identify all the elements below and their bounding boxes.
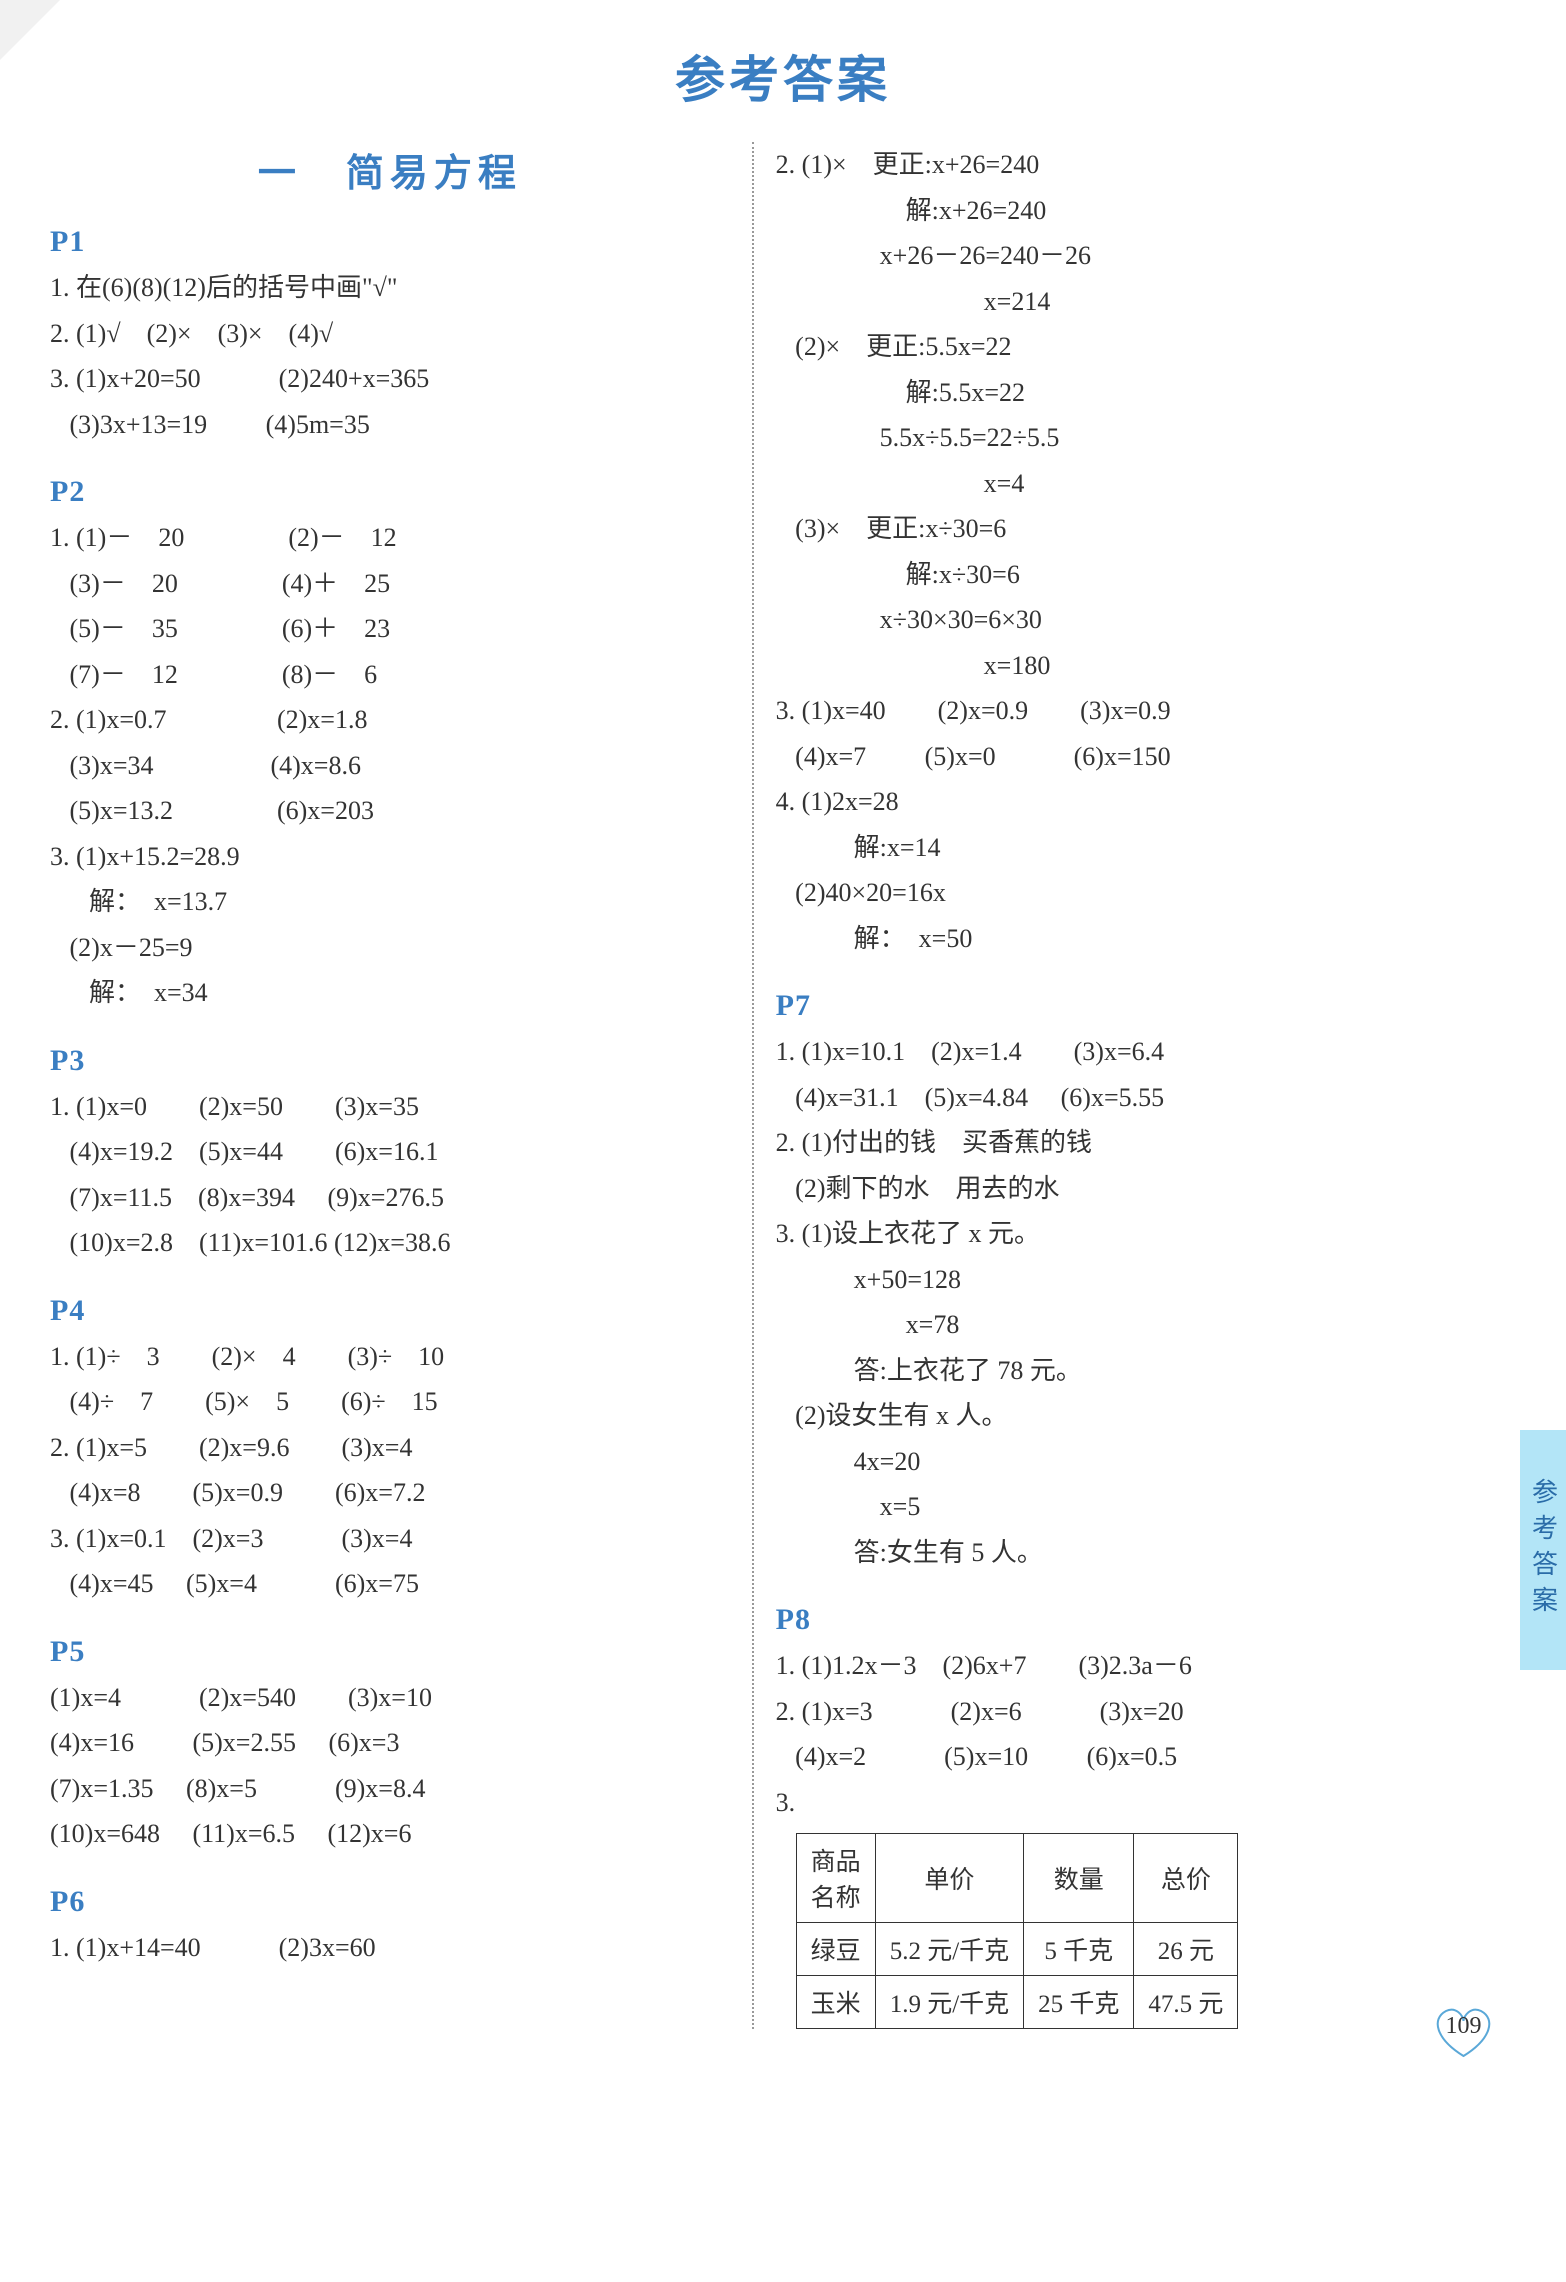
r-top-line: 解： x=50	[776, 916, 1516, 962]
p8-line: 1. (1)1.2x－3 (2)6x+7 (3)2.3a－6	[776, 1643, 1516, 1689]
td: 47.5 元	[1134, 1976, 1238, 2029]
p2-line: (2)x－25=9	[50, 925, 730, 971]
section-p2: P2	[50, 475, 730, 509]
p4-line: (4)x=8 (5)x=0.9 (6)x=7.2	[50, 1470, 730, 1516]
r-top-line: x÷30×30=6×30	[776, 597, 1516, 643]
p7-line: (2)设女生有 x 人。	[776, 1393, 1516, 1439]
r-top-line: x+26－26=240－26	[776, 233, 1516, 279]
p2-line: 解： x=34	[50, 970, 730, 1016]
p4-line: 1. (1)÷ 3 (2)× 4 (3)÷ 10	[50, 1334, 730, 1380]
r-top-line: (4)x=7 (5)x=0 (6)x=150	[776, 734, 1516, 780]
r-top-line: 解:5.5x=22	[776, 370, 1516, 416]
p6-line: 1. (1)x+14=40 (2)3x=60	[50, 1925, 730, 1971]
p3-line: (10)x=2.8 (11)x=101.6 (12)x=38.6	[50, 1220, 730, 1266]
p7-line: 3. (1)设上衣花了 x 元。	[776, 1211, 1516, 1257]
page-corner	[0, 0, 60, 60]
r-top-line: x=180	[776, 643, 1516, 689]
p7-line: 答:女生有 5 人。	[776, 1530, 1516, 1576]
p1-line: 1. 在(6)(8)(12)后的括号中画"√"	[50, 265, 730, 311]
p5-line: (10)x=648 (11)x=6.5 (12)x=6	[50, 1811, 730, 1857]
p2-line: 2. (1)x=0.7 (2)x=1.8	[50, 697, 730, 743]
p7-line: 4x=20	[776, 1439, 1516, 1485]
r-top-line: 5.5x÷5.5=22÷5.5	[776, 415, 1516, 461]
page-number-badge: 109	[1426, 2001, 1506, 2061]
r-top-line: x=4	[776, 461, 1516, 507]
td: 25 千克	[1024, 1976, 1134, 2029]
left-column: 一 简易方程 P1 1. 在(6)(8)(12)后的括号中画"√" 2. (1)…	[50, 142, 754, 2029]
goods-table: 商品 名称 单价 数量 总价 绿豆 5.2 元/千克 5 千克 26 元 玉米 …	[796, 1833, 1239, 2029]
p5-line: (4)x=16 (5)x=2.55 (6)x=3	[50, 1720, 730, 1766]
p2-line: (7)－ 12 (8)－ 6	[50, 652, 730, 698]
p2-line: (3)x=34 (4)x=8.6	[50, 743, 730, 789]
table-row: 绿豆 5.2 元/千克 5 千克 26 元	[796, 1923, 1238, 1976]
p1-line: 3. (1)x+20=50 (2)240+x=365	[50, 356, 730, 402]
p1-line: 2. (1)√ (2)× (3)× (4)√	[50, 311, 730, 357]
p2-line: (5)x=13.2 (6)x=203	[50, 788, 730, 834]
content-columns: 一 简易方程 P1 1. 在(6)(8)(12)后的括号中画"√" 2. (1)…	[50, 142, 1516, 2029]
r-top-line: (2)40×20=16x	[776, 870, 1516, 916]
section-p5: P5	[50, 1635, 730, 1669]
p5-line: (7)x=1.35 (8)x=5 (9)x=8.4	[50, 1766, 730, 1812]
th-name: 商品 名称	[796, 1834, 875, 1923]
td: 5.2 元/千克	[875, 1923, 1023, 1976]
r-top-line: (3)× 更正:x÷30=6	[776, 506, 1516, 552]
p2-line: (3)－ 20 (4)＋ 25	[50, 561, 730, 607]
th-qty: 数量	[1024, 1834, 1134, 1923]
td: 26 元	[1134, 1923, 1238, 1976]
chapter-title: 一 简易方程	[50, 142, 730, 197]
p2-line: (5)－ 35 (6)＋ 23	[50, 606, 730, 652]
p5-line: (1)x=4 (2)x=540 (3)x=10	[50, 1675, 730, 1721]
p2-line: 3. (1)x+15.2=28.9	[50, 834, 730, 880]
table-row: 玉米 1.9 元/千克 25 千克 47.5 元	[796, 1976, 1238, 2029]
td: 绿豆	[796, 1923, 875, 1976]
main-title: 参考答案	[50, 40, 1516, 112]
p7-line: x+50=128	[776, 1257, 1516, 1303]
p8-line: 2. (1)x=3 (2)x=6 (3)x=20	[776, 1689, 1516, 1735]
r-top-line: 3. (1)x=40 (2)x=0.9 (3)x=0.9	[776, 688, 1516, 734]
td: 1.9 元/千克	[875, 1976, 1023, 2029]
side-tab: 参考答案	[1520, 1430, 1566, 1670]
p4-line: (4)÷ 7 (5)× 5 (6)÷ 15	[50, 1379, 730, 1425]
section-p7: P7	[776, 989, 1516, 1023]
section-p4: P4	[50, 1294, 730, 1328]
r-top-line: 解:x+26=240	[776, 188, 1516, 234]
p7-line: 2. (1)付出的钱 买香蕉的钱	[776, 1120, 1516, 1166]
p3-line: (7)x=11.5 (8)x=394 (9)x=276.5	[50, 1175, 730, 1221]
table-header-row: 商品 名称 单价 数量 总价	[796, 1834, 1238, 1923]
page-number: 109	[1426, 2013, 1501, 2040]
r-top-line: x=214	[776, 279, 1516, 325]
p4-line: 3. (1)x=0.1 (2)x=3 (3)x=4	[50, 1516, 730, 1562]
p7-line: x=5	[776, 1484, 1516, 1530]
p3-line: (4)x=19.2 (5)x=44 (6)x=16.1	[50, 1129, 730, 1175]
p1-line: (3)3x+13=19 (4)5m=35	[50, 402, 730, 448]
p7-line: x=78	[776, 1302, 1516, 1348]
td: 5 千克	[1024, 1923, 1134, 1976]
p8-line: (4)x=2 (5)x=10 (6)x=0.5	[776, 1734, 1516, 1780]
section-p3: P3	[50, 1044, 730, 1078]
r-top-line: (2)× 更正:5.5x=22	[776, 324, 1516, 370]
section-p6: P6	[50, 1885, 730, 1919]
td: 玉米	[796, 1976, 875, 2029]
r-top-line: 2. (1)× 更正:x+26=240	[776, 142, 1516, 188]
section-p8: P8	[776, 1603, 1516, 1637]
right-column: 2. (1)× 更正:x+26=240 解:x+26=240 x+26－26=2…	[754, 142, 1516, 2029]
r-top-line: 解:x÷30=6	[776, 552, 1516, 598]
p7-line: 1. (1)x=10.1 (2)x=1.4 (3)x=6.4	[776, 1029, 1516, 1075]
p3-line: 1. (1)x=0 (2)x=50 (3)x=35	[50, 1084, 730, 1130]
p7-line: (4)x=31.1 (5)x=4.84 (6)x=5.55	[776, 1075, 1516, 1121]
p2-line: 1. (1)－ 20 (2)－ 12	[50, 515, 730, 561]
th-price: 单价	[875, 1834, 1023, 1923]
p7-line: 答:上衣花了 78 元。	[776, 1348, 1516, 1394]
th-total: 总价	[1134, 1834, 1238, 1923]
p8-line: 3.	[776, 1780, 1516, 1826]
p4-line: 2. (1)x=5 (2)x=9.6 (3)x=4	[50, 1425, 730, 1471]
section-p1: P1	[50, 225, 730, 259]
p7-line: (2)剩下的水 用去的水	[776, 1166, 1516, 1212]
r-top-line: 4. (1)2x=28	[776, 779, 1516, 825]
r-top-line: 解:x=14	[776, 825, 1516, 871]
p2-line: 解： x=13.7	[50, 879, 730, 925]
p4-line: (4)x=45 (5)x=4 (6)x=75	[50, 1561, 730, 1607]
